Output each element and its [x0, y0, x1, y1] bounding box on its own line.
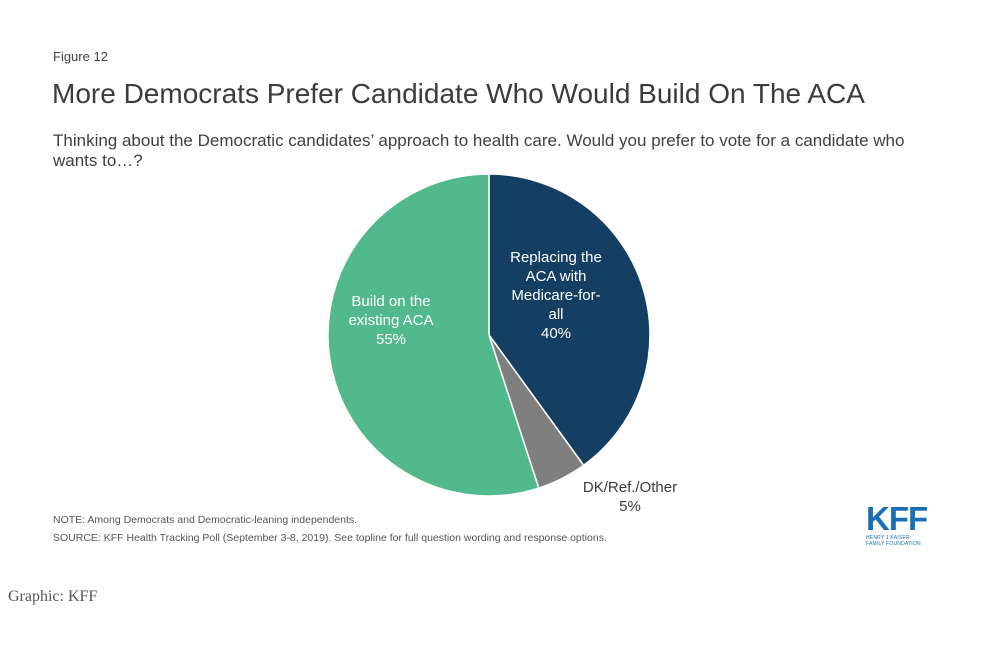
pie-slice-label-line: ACA with — [526, 268, 587, 285]
pie-slice-label-line: 55% — [376, 331, 406, 348]
pie-slice-label-line: existing ACA — [348, 312, 433, 329]
logo-mark: KFF — [866, 500, 928, 537]
pie-slice-label-line: all — [548, 306, 563, 323]
pie-slice-3 — [327, 173, 540, 497]
pie-slice-label-line: 40% — [541, 325, 571, 342]
kff-logo: KFF HENRY J KAISER FAMILY FOUNDATION — [866, 500, 941, 547]
pie-slice-label-line: Medicare-for- — [511, 287, 600, 304]
logo-line-2: FAMILY FOUNDATION — [866, 541, 921, 547]
pie-slice-label-2: DK/Ref./Other 5% — [583, 479, 677, 515]
pie-slice-label-line: DK/Ref./Other — [583, 479, 677, 496]
pie-slice-label-3: Build on the existing ACA 55% — [348, 293, 433, 348]
pie-slice-label-line: Build on the — [351, 293, 430, 310]
pie-slice-label-line: 5% — [619, 498, 641, 515]
figure-label: Figure 12 — [53, 49, 108, 64]
chart-title: More Democrats Prefer Candidate Who Woul… — [52, 78, 865, 109]
pie-slice-label-1: Replacing the ACA with Medicare-for-all 40% — [510, 249, 602, 342]
logo-line-1: HENRY J KAISER — [866, 535, 910, 541]
chart-subtitle: Thinking about the Democratic candidates… — [53, 131, 905, 170]
chart-note: NOTE: Among Democrats and Democratic-lea… — [53, 514, 358, 526]
pie-slice-1 — [488, 173, 651, 467]
pie-slice-label-line: Replacing the — [510, 249, 602, 266]
graphic-caption: Graphic: KFF — [8, 588, 98, 605]
chart-source: SOURCE: KFF Health Tracking Poll (Septem… — [53, 532, 607, 544]
